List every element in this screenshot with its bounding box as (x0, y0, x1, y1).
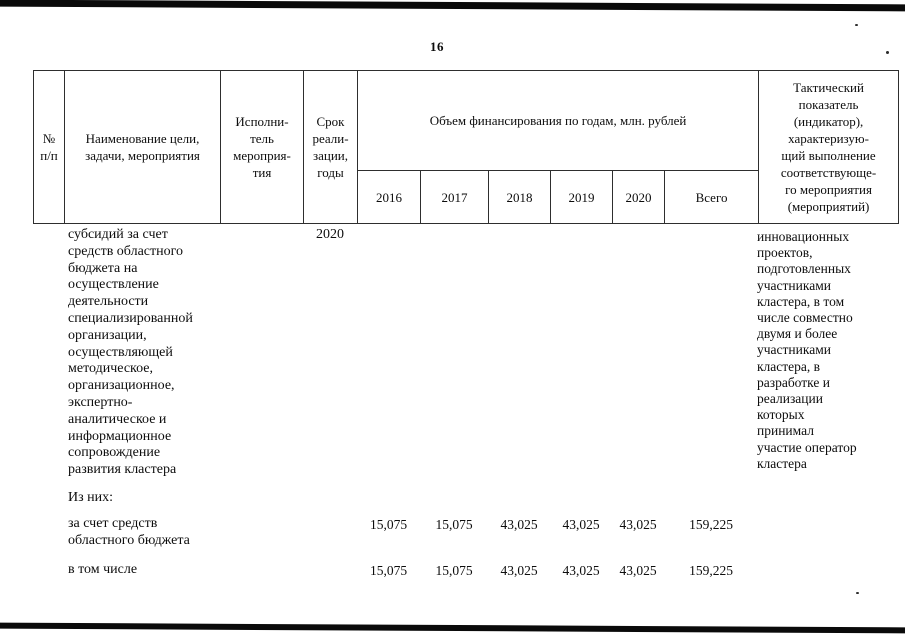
row2-name: Из них: (68, 490, 114, 505)
header-col-term: Срок реали- зации, годы (303, 70, 358, 224)
scan-artifact-dot (855, 24, 858, 26)
row3-value-2017: 15,075 (435, 517, 473, 532)
scan-edge-bar-bottom (0, 622, 905, 634)
header-col-total: Всего (663, 170, 760, 224)
row4-value-total: 159,225 (689, 563, 733, 578)
row4-value-2019: 43,025 (562, 563, 600, 578)
row3-value-2016: 15,075 (369, 517, 408, 532)
row3-value-2018: 43,025 (500, 517, 538, 532)
row4-value-2018: 43,025 (500, 563, 538, 578)
row3-value-2019: 43,025 (562, 517, 600, 532)
scan-edge-bar-top (0, 0, 905, 12)
row1-indicator: инновационных проектов, подготовленных у… (757, 229, 857, 471)
scan-artifact-dot (886, 51, 889, 54)
row1-name: субсидий за счет средств областного бюдж… (68, 227, 193, 478)
scan-artifact-dot (856, 592, 859, 594)
page-number: 16 (430, 39, 444, 54)
row4-name: в том числе (68, 562, 138, 577)
header-year-2020: 2020 (612, 170, 665, 224)
header-year-2016: 2016 (357, 170, 421, 224)
header-year-2019: 2019 (550, 170, 613, 224)
header-col-indicator: Тактический показатель (индикатор), хара… (758, 70, 900, 224)
header-year-2018: 2018 (488, 170, 551, 224)
header-funding-group: Объем финансирования по годам, млн. рубл… (356, 70, 760, 171)
funding-table-header: № п/п Наименование цели, задачи, меропри… (33, 70, 900, 224)
row3-value-total: 159,225 (689, 517, 733, 532)
header-col-num: № п/п (33, 70, 65, 224)
header-col-executor: Исполни- тель мероприя- тия (220, 70, 304, 224)
header-year-2017: 2017 (420, 170, 489, 224)
header-col-name: Наименование цели, задачи, мероприятия (64, 70, 221, 224)
row1-term: 2020 (316, 227, 344, 242)
row4-value-2017: 15,075 (435, 563, 473, 578)
row4-value-2020: 43,025 (619, 563, 657, 578)
row3-value-2020: 43,025 (619, 517, 657, 532)
row3-name: за счет средств областного бюджета (68, 516, 190, 548)
row4-value-2016: 15,075 (369, 563, 408, 578)
